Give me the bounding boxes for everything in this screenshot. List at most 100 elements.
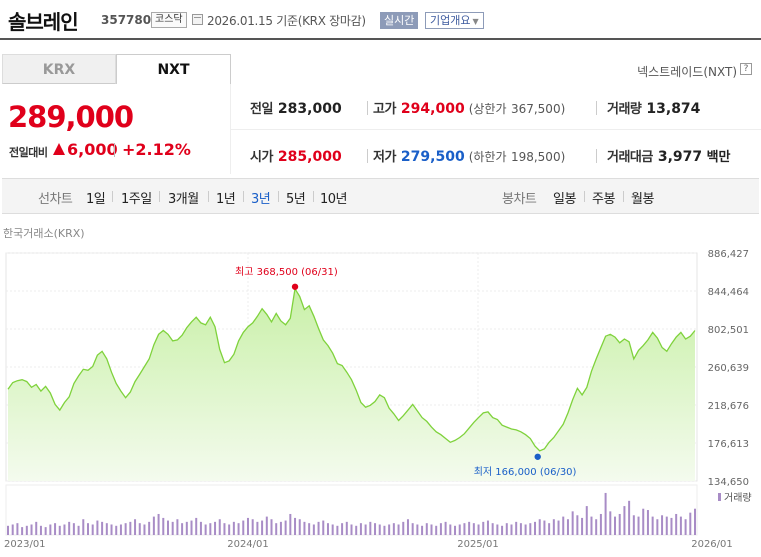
min-marker: [534, 453, 541, 460]
volume-bar: [105, 523, 108, 535]
exchange-tabs: KRX NXT: [2, 54, 231, 84]
volume-bar: [246, 517, 249, 535]
period-3m[interactable]: 3개월: [168, 192, 199, 207]
amount-value: 3,977: [657, 149, 703, 165]
volume-bar: [138, 523, 141, 535]
volume-bar: [383, 525, 386, 535]
volume-bar: [166, 520, 169, 535]
volume-bar: [143, 524, 146, 535]
divider: [367, 149, 368, 163]
volume-bar: [72, 523, 75, 535]
period-5y[interactable]: 5년: [286, 192, 306, 207]
volume-bar: [214, 521, 217, 535]
volume-bar: [519, 523, 522, 535]
volume-bar: [402, 521, 405, 535]
volume-bar: [656, 519, 659, 535]
volume-bar: [557, 520, 560, 535]
x-tick-label: 2023/01: [4, 539, 46, 550]
volume-bar: [119, 524, 122, 535]
line-chart-label: 선차트: [38, 192, 73, 207]
open-label: 시가: [250, 150, 273, 165]
volume-bar: [242, 520, 245, 535]
volume-bar: [265, 516, 268, 535]
volume-bar: [562, 516, 565, 535]
amount-unit: 백만: [706, 150, 731, 165]
volume-bar: [388, 524, 391, 535]
volume-bar: [355, 525, 358, 535]
divider: [313, 191, 314, 202]
candle-monthly[interactable]: 월봉: [631, 192, 654, 207]
volume-bar: [421, 525, 424, 535]
chart-toolbar: 선차트 1일 1주일 3개월 1년 3년 5년 10년 봉차트 일봉 주봉 월봉: [2, 178, 759, 214]
period-10y[interactable]: 10년: [320, 192, 348, 207]
volume-bar: [68, 521, 71, 535]
volume-bar: [336, 525, 339, 535]
volume-bar: [515, 521, 518, 535]
volume-bar: [604, 492, 607, 535]
volume-bar: [134, 519, 137, 535]
help-icon[interactable]: ?: [740, 63, 752, 75]
tab-nxt[interactable]: NXT: [116, 54, 231, 84]
volume-bar: [21, 527, 24, 535]
divider: [112, 191, 113, 202]
exchange-label: 한국거래소(KRX): [3, 227, 85, 240]
volume-bar: [44, 527, 47, 535]
divider: [114, 143, 115, 157]
low-value: 279,500: [400, 149, 465, 165]
calendar-icon: [192, 14, 203, 25]
volume-bar: [449, 524, 452, 535]
volume-bar: [171, 521, 174, 535]
price-chart[interactable]: 886,427 844,464 802,501 260,639 218,676 176,6…: [0, 245, 761, 557]
volume-bar: [326, 523, 329, 535]
volume-bar: [58, 525, 61, 535]
period-1w[interactable]: 1주일: [121, 192, 152, 207]
volume-bar: [670, 517, 673, 535]
min-annotation: 최저 166,000 (06/30): [474, 466, 577, 478]
y-tick-label: 802,501: [708, 325, 749, 336]
volume-bar: [204, 524, 207, 535]
volume-bar: [496, 524, 499, 535]
candle-weekly[interactable]: 주봉: [592, 192, 615, 207]
change-label: 전일대비: [9, 146, 48, 159]
max-annotation: 최고 368,500 (06/31): [235, 266, 338, 278]
period-3y[interactable]: 3년: [251, 192, 271, 207]
volume-bar: [110, 524, 113, 535]
volume-bar: [199, 521, 202, 535]
divider: [159, 191, 160, 202]
volume-cell: 거래량 13,874: [607, 98, 700, 117]
volume-bar: [77, 525, 80, 535]
volume-bar: [261, 520, 264, 535]
lower-limit-value: 198,500): [510, 150, 566, 164]
volume-bar: [543, 520, 546, 535]
company-overview-button[interactable]: 기업개요 ▼: [425, 12, 484, 29]
current-price-block: 289,000 전일대비 6,000 +2.12%: [0, 84, 231, 174]
period-1y[interactable]: 1년: [216, 192, 236, 207]
divider: [243, 191, 244, 202]
period-1d[interactable]: 1일: [86, 192, 106, 207]
volume-bar: [176, 519, 179, 535]
volume-bar: [96, 520, 99, 535]
nextrade-link[interactable]: 넥스트레이드(NXT): [637, 65, 737, 79]
candle-daily[interactable]: 일봉: [553, 192, 576, 207]
volume-bar: [101, 521, 104, 535]
volume-bar: [411, 523, 414, 535]
volume-bar: [618, 513, 621, 535]
volume-bar: [689, 512, 692, 535]
volume-bar: [345, 521, 348, 535]
volume-bar: [228, 524, 231, 535]
volume-bar: [581, 517, 584, 535]
volume-bar: [350, 524, 353, 535]
volume-bar: [599, 513, 602, 535]
volume-bar: [35, 521, 38, 535]
y-tick-label: 176,613: [708, 439, 749, 450]
volume-bar: [665, 516, 668, 535]
volume-bar: [162, 517, 165, 535]
volume-bar: [392, 523, 395, 535]
volume-bar: [298, 519, 301, 535]
volume-bar: [359, 523, 362, 535]
volume-bar: [270, 519, 273, 535]
realtime-button[interactable]: 실시간: [380, 12, 419, 29]
tab-krx[interactable]: KRX: [2, 54, 116, 84]
volume-bar: [289, 513, 292, 535]
volume-bar: [623, 506, 626, 535]
